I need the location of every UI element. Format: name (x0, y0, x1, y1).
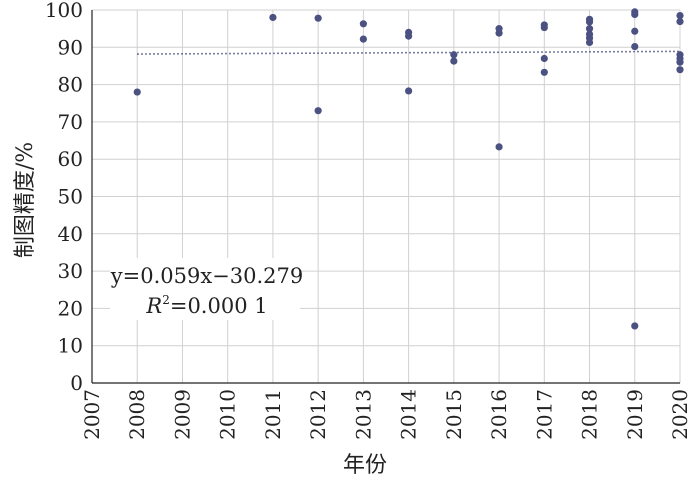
data-point (314, 14, 322, 22)
data-point (495, 143, 503, 151)
equation-text: y=0.059x−30.279 (110, 264, 304, 288)
axis-layer: 0 10 20 30 40 50 60 70 80 90 100 2007 2008 2009 2010 20… (45, 0, 692, 440)
x-tick-label: 2009 (170, 389, 194, 440)
x-tick-label: 2018 (578, 389, 602, 440)
r-squared-symbol: R (145, 294, 162, 318)
x-tick-label: 2016 (487, 389, 511, 440)
trendline (137, 50, 681, 55)
y-tick-label: 70 (58, 110, 83, 134)
x-tick-label: 2019 (623, 389, 647, 440)
data-point (585, 38, 594, 47)
data-point (631, 10, 639, 19)
data-point (676, 17, 684, 26)
trendline-layer (137, 50, 681, 55)
data-point (359, 35, 367, 43)
data-point (450, 57, 458, 65)
data-point (540, 54, 548, 63)
data-point (359, 20, 367, 28)
x-tick-label: 2012 (306, 389, 330, 440)
data-point (450, 51, 458, 59)
x-tick-label: 2010 (216, 389, 240, 440)
x-tick-label: 2007 (80, 389, 104, 440)
equation-background (110, 258, 300, 320)
x-tick-label: 2020 (668, 389, 692, 440)
trendline-equation: y=0.059x−30.279 R2=0.000 1 (110, 258, 304, 320)
y-tick-label: 0 (70, 371, 83, 395)
data-point (631, 322, 639, 330)
point-layer (133, 8, 684, 330)
y-tick-label: 30 (58, 259, 83, 283)
grid-layer (91, 9, 681, 384)
data-point (676, 11, 684, 20)
y-tick-label: 60 (58, 147, 83, 171)
y-tick-label: 20 (58, 296, 83, 320)
x-tick-label: 2017 (532, 389, 556, 440)
data-point (540, 23, 548, 32)
data-point (133, 88, 141, 96)
x-axis-title: 年份 (343, 453, 387, 478)
y-tick-label: 40 (58, 222, 83, 246)
y-tick-label: 10 (58, 334, 83, 358)
y-tick-label: 80 (58, 73, 83, 97)
y-tick-label: 50 (58, 185, 83, 209)
data-point (631, 42, 639, 51)
x-tick-label: 2008 (125, 389, 149, 440)
data-point (405, 87, 413, 95)
r-squared-exponent: 2 (162, 293, 170, 307)
r-squared-text: R2=0.000 1 (145, 293, 267, 318)
data-point (585, 25, 594, 33)
data-point (269, 13, 277, 22)
y-tick-label: 90 (58, 35, 83, 59)
x-tick-label: 2011 (261, 389, 285, 440)
data-point (676, 66, 684, 74)
x-tick-label: 2015 (442, 389, 466, 440)
data-point (405, 32, 413, 40)
data-point (495, 29, 503, 37)
x-tick-label: 2014 (397, 389, 421, 440)
data-point (314, 107, 322, 115)
x-tick-label: 2013 (351, 389, 375, 440)
r-squared-value: =0.000 1 (170, 294, 268, 318)
data-point (585, 18, 594, 26)
data-point (676, 58, 684, 66)
y-axis-title: 制图精度/% (13, 142, 38, 258)
y-tick-label: 100 (45, 0, 83, 22)
data-point (540, 68, 548, 76)
data-point (631, 27, 639, 35)
